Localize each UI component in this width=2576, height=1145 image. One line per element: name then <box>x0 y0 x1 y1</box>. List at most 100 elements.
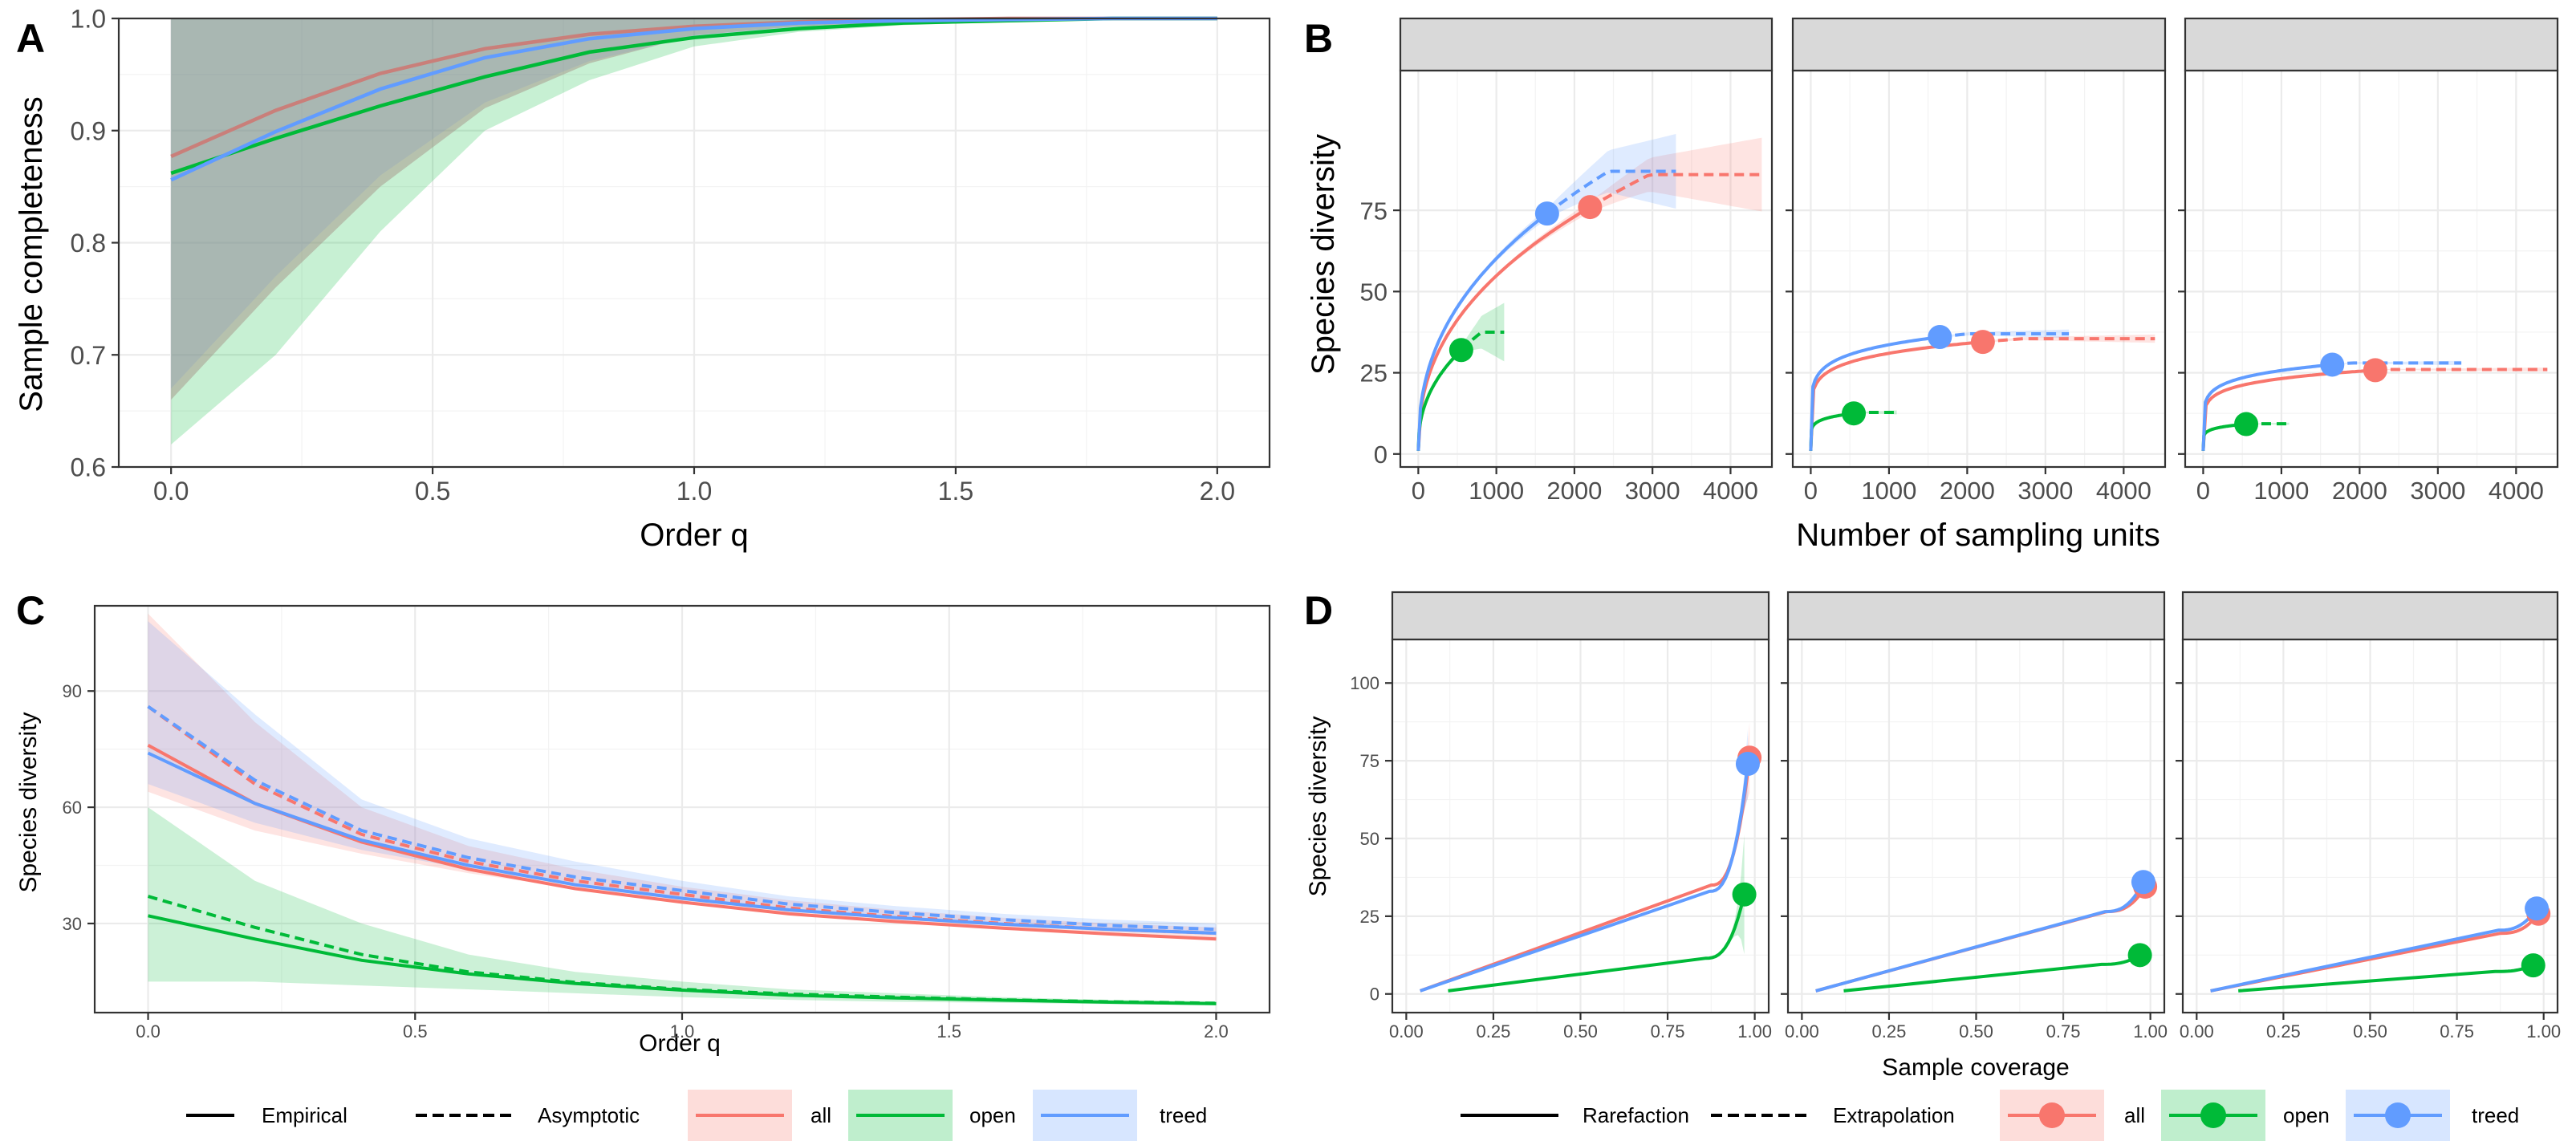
panel-b-facet-0-y-tick-label: 50 <box>1360 278 1388 307</box>
panel-a-y-tick-label: 0.9 <box>71 116 106 145</box>
panel-d-facet-0-line-open <box>1448 894 1746 993</box>
panel-d-facet-1-ticks: 0.00 0.25 0.50 0.75 1.00 <box>1781 638 2168 1041</box>
panel-b-facet-1-ticks: 0 1000 2000 3000 4000 <box>1786 69 2167 505</box>
panel-c-ticks: 0.0 0.5 1.0 1.5 2.0 30 60 90 <box>63 604 1271 1041</box>
panel-d-facet-2-x-tick-label: 1.00 <box>2526 1021 2561 1041</box>
panel-d-facet-1-x-tick-label: 0.00 <box>1785 1021 1819 1041</box>
panel-b-xlabel: Number of sampling units <box>1796 518 2160 553</box>
panel-d-facet-1-x-tick-label: 0.25 <box>1872 1021 1907 1041</box>
legend-left-dashed-label: Asymptotic <box>538 1103 640 1127</box>
panel-d-facet-1-strip <box>1786 591 2166 641</box>
panel-a-x-tick-label: 2.0 <box>1200 477 1235 506</box>
panel-c-ylabel: Species diversity <box>15 712 42 892</box>
panel-a-x-tick-label: 1.5 <box>938 477 973 506</box>
panel-d-facet-0-axes <box>1392 639 1769 1013</box>
panel-d-facet-0-y-tick-label: 0 <box>1370 985 1379 1005</box>
panel-d-facet-0-y-tick-label: 75 <box>1360 751 1379 771</box>
panel-b-facet-1-strip <box>1791 17 2167 72</box>
panel-c-x-tick-label: 0.5 <box>403 1021 428 1041</box>
legend-right-open-point <box>2200 1102 2226 1128</box>
panel-d-facet-2-ticks: 0.00 0.25 0.50 0.75 1.00 <box>2176 638 2561 1041</box>
panel-c-y-tick-label: 60 <box>63 798 82 818</box>
panel-b-facet-0-background <box>1400 71 1772 467</box>
panel-b-facet-1-data <box>1809 325 2155 451</box>
panel-b-facet-2-axes <box>2185 71 2558 467</box>
panel-b-facet-0-line-rarefaction-treed <box>1416 212 1549 451</box>
panel-a-ylabel: Sample completeness <box>14 96 49 412</box>
panel-d-facet-2-point-open <box>2521 953 2546 978</box>
panel-b-facet-0-data <box>1416 134 1762 451</box>
panel-b-facet-2-x-tick-label: 3000 <box>2410 477 2465 505</box>
panel-d-facet-0-strip <box>1391 591 1770 641</box>
panel-d-facet-0-y-tick-label: 100 <box>1350 673 1379 693</box>
panel-b-facet-0-y-tick-label: 75 <box>1360 197 1388 225</box>
panel-b-facet-0-line-extrapolation-all <box>1589 173 1762 209</box>
panel-d-facet-0-x-tick-label: 0.25 <box>1477 1021 1511 1041</box>
panel-c-x-tick-label: 0.0 <box>136 1021 160 1041</box>
panel-a-y-tick-label: 0.6 <box>71 453 106 482</box>
panel-b-facet-0-band-treed <box>1418 134 1676 451</box>
panel-b-facet-0-axes <box>1400 71 1772 467</box>
panel-b-facet-1-line-extrapolation-treed <box>1940 332 2070 339</box>
panel-c-band-open <box>148 807 1217 1005</box>
panel-b-facet-2-x-tick-label: 1000 <box>2253 477 2309 505</box>
panel-b-facet-2-ticks: 0 1000 2000 3000 4000 <box>2178 69 2559 505</box>
panel-a-ticks: 0.0 0.5 1.0 1.5 2.0 0.6 0.7 0.8 0.9 1.0 <box>71 5 1271 506</box>
panel-d-facet-2-point-treed <box>2525 896 2550 921</box>
plot-layer: 0.0 0.5 1.0 1.5 2.00.60.70.80.91.00 1000 2000 3… <box>63 5 2562 1041</box>
panel-b-ylabel: Species diversity <box>1306 134 1341 375</box>
panel-d-facet-2-data <box>2210 896 2551 993</box>
panel-c-xlabel: Order q <box>639 1030 721 1057</box>
panel-d-facet-1-x-tick-label: 0.75 <box>2046 1021 2081 1041</box>
panel-c-line-treed-asymptotic <box>147 704 1217 932</box>
panel-b-facet-2-x-tick-label: 0 <box>2196 477 2210 505</box>
panel-b-facet-2-background <box>2185 71 2558 467</box>
panel-b-facet-1-x-tick-label: 0 <box>1804 477 1818 505</box>
legend-right-dashed-label: Extrapolation <box>1833 1103 1955 1127</box>
panel-b-facet-1-line-extrapolation-all <box>1982 337 2155 344</box>
panel-d-facet-0-x-tick-label: 0.75 <box>1651 1021 1685 1041</box>
legend-right-all-point <box>2039 1102 2065 1128</box>
panel-d-facet-1-x-tick-label: 1.00 <box>2133 1021 2168 1041</box>
panel-b-facet-0-point-all <box>1578 195 1603 220</box>
panel-a-y-tick-label: 0.7 <box>71 341 106 370</box>
panel-a-y-tick-label: 0.8 <box>71 229 106 258</box>
panel-c-band-all <box>148 613 1217 940</box>
panel-b-facet-1-point-all <box>1970 330 1995 355</box>
panel-a-xlabel: Order q <box>640 518 749 553</box>
panel-b-facet-2-point-treed <box>2320 352 2345 377</box>
panel-c-line-open-asymptotic <box>147 895 1217 1005</box>
panel-b-facet-0-x-tick-label: 0 <box>1412 477 1425 505</box>
panel-c-y-tick-label: 30 <box>63 914 82 934</box>
panel-b-facet-0-point-open <box>1448 338 1473 363</box>
panel-a-band-overlap <box>171 18 1217 400</box>
panel-b-facet-1-x-tick-label: 2000 <box>1940 477 1995 505</box>
panel-d-facet-0-ticks: 0.00 0.25 0.50 0.75 1.00 0 25 50 75 100 <box>1350 638 1772 1041</box>
legend-left-solid-label: Empirical <box>262 1103 347 1127</box>
panel-a-band-treed <box>171 18 1217 389</box>
legend-left-all-label: all <box>811 1103 831 1127</box>
panel-b-facet-0-strip <box>1399 17 1774 72</box>
panel-a-y-tick-label: 1.0 <box>71 5 106 34</box>
panel-d-facet-1-data <box>1815 870 2158 993</box>
panel-a-x-tick-label: 0.5 <box>415 477 450 506</box>
legend-right-solid-label: Rarefaction <box>1583 1103 1689 1127</box>
panel-d-facet-1-axes <box>1788 639 2164 1013</box>
panel-b-facet-2-line-extrapolation-all <box>2375 367 2548 372</box>
panel-d-facet-0-y-tick-label: 50 <box>1360 829 1379 849</box>
panel-b-facet-0-y-tick-label: 0 <box>1374 441 1388 469</box>
legend-left: Empirical Asymptotic all open treed <box>186 1090 1207 1141</box>
panel-b-facet-1-background <box>1793 71 2165 467</box>
legend-right-open-label: open <box>2283 1103 2330 1127</box>
panel-a-band-open <box>171 18 1217 445</box>
panel-b-facet-2-strip <box>2184 17 2559 72</box>
panel-a-x-tick-label: 1.0 <box>677 477 712 506</box>
panel-b-facet-2-point-all <box>2363 358 2387 383</box>
panel-b-facet-1-line-rarefaction-all <box>1809 340 1984 451</box>
legend-right-all-label: all <box>2124 1103 2145 1127</box>
panel-c-y-tick-label: 90 <box>63 681 82 701</box>
legend-right-treed-label: treed <box>2472 1103 2519 1127</box>
legend-left-open-label: open <box>969 1103 1016 1127</box>
panel-d-facet-1-x-tick-label: 0.50 <box>1959 1021 1993 1041</box>
panel-c-x-tick-label: 2.0 <box>1204 1021 1229 1041</box>
